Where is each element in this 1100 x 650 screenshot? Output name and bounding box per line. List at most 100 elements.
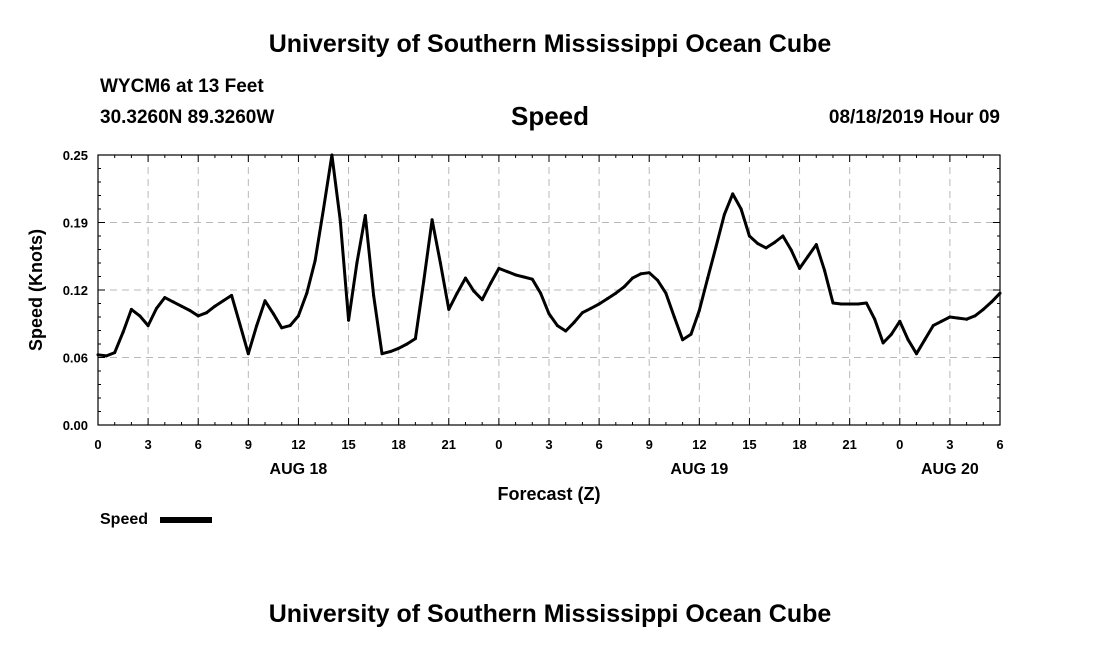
x-tick-label: 21 <box>442 437 456 452</box>
x-tick-label: 21 <box>842 437 856 452</box>
speed-data-point <box>706 276 710 280</box>
x-tick-label: 12 <box>692 437 706 452</box>
speed-data-point <box>597 302 601 306</box>
speed-data-point <box>631 276 634 280</box>
speed-data-point <box>104 354 108 358</box>
speed-data-point <box>530 277 534 281</box>
speed-data-point <box>539 291 543 295</box>
speed-data-point <box>923 338 927 342</box>
speed-data-point <box>480 298 484 302</box>
station-coordinates: 30.3260N 89.3260W <box>100 107 275 128</box>
speed-data-point <box>973 314 977 318</box>
speed-data-point <box>606 297 609 301</box>
speed-data-point <box>773 241 776 244</box>
speed-data-point <box>514 273 518 277</box>
speed-data-point <box>839 302 843 306</box>
x-tick-label: 9 <box>245 437 252 452</box>
speed-data-point <box>146 324 150 328</box>
x-tick-label: 3 <box>946 437 953 452</box>
speed-data-point <box>614 291 618 295</box>
speed-data-point <box>764 246 768 250</box>
speed-data-point <box>781 234 785 238</box>
speed-data-point <box>296 314 300 318</box>
x-tick-label: 15 <box>742 437 756 452</box>
speed-data-point <box>121 330 125 334</box>
speed-data-point <box>405 342 409 346</box>
speed-data-point <box>196 314 200 318</box>
x-tick-label: 6 <box>996 437 1003 452</box>
speed-data-point <box>338 218 342 222</box>
speed-data-point <box>221 299 225 303</box>
speed-data-point <box>522 275 526 279</box>
speed-data-point <box>898 319 902 323</box>
speed-data-point <box>881 341 885 345</box>
speed-data-point <box>948 315 952 319</box>
speed-data-point <box>455 291 459 295</box>
variable-title: Speed <box>510 101 590 131</box>
speed-data-point <box>96 353 100 357</box>
speed-data-point <box>372 293 376 297</box>
speed-data-point <box>138 314 142 318</box>
speed-data-point <box>380 352 384 356</box>
speed-data-point <box>322 207 325 211</box>
speed-data-point <box>213 304 217 308</box>
speed-data-point <box>647 271 651 275</box>
speed-data-point <box>171 300 175 304</box>
speed-data-point <box>163 296 167 300</box>
chart-title: University of Southern Mississippi Ocean… <box>268 30 832 58</box>
speed-data-point <box>931 324 935 328</box>
speed-data-point <box>188 309 192 312</box>
y-tick-label: 0.19 <box>63 216 88 231</box>
speed-data-point <box>589 306 593 310</box>
y-axis-labels: 0.00 0.06 0.12 0.19 0.25 <box>63 148 88 433</box>
x-tick-label: 12 <box>291 437 305 452</box>
speed-data-point <box>756 242 760 246</box>
speed-data-point <box>489 282 492 285</box>
x-tick-label: 15 <box>341 437 355 452</box>
speed-data-point <box>255 324 259 328</box>
speed-data-point <box>447 307 451 311</box>
speed-data-point <box>246 352 250 356</box>
speed-data-point <box>205 311 209 315</box>
x-tick-label: 18 <box>391 437 405 452</box>
speed-data-point <box>263 299 267 303</box>
speed-data-point <box>697 309 701 312</box>
speed-data-point <box>965 317 969 321</box>
speed-data-point <box>814 243 818 247</box>
speed-data-point <box>806 255 810 258</box>
speed-data-point <box>388 350 392 354</box>
y-tick-label: 0.00 <box>63 418 88 433</box>
x-tick-label: 6 <box>195 437 202 452</box>
speed-data-point <box>355 261 359 265</box>
speed-data-point <box>681 338 685 342</box>
legend-label: Speed <box>100 511 148 528</box>
speed-data-point <box>714 245 718 249</box>
station-label: WYCM6 at 13 Feet <box>100 76 264 97</box>
y-tick-label: 0.12 <box>63 283 88 298</box>
date-labels: AUG 18 AUG 19 AUG 20 <box>270 461 979 478</box>
speed-data-point <box>856 302 860 306</box>
speed-data-points <box>96 153 1002 358</box>
speed-data-point <box>940 319 943 323</box>
speed-data-point <box>347 318 351 322</box>
speed-data-point <box>238 323 242 327</box>
speed-data-point <box>288 324 292 328</box>
plot-frame <box>97 154 1001 426</box>
x-tick-label: 9 <box>646 437 653 452</box>
speed-data-point <box>689 332 693 336</box>
speed-data-point <box>889 332 893 336</box>
grid-lines <box>98 155 1000 425</box>
speed-data-point <box>572 320 576 324</box>
speed-data-point <box>656 278 660 282</box>
date-label: AUG 18 <box>270 461 328 478</box>
speed-data-point <box>330 153 334 157</box>
x-axis-labels: 0 3 6 9 12 15 18 21 0 3 6 9 12 15 18 21 0 3 6 <box>94 437 1003 452</box>
speed-data-point <box>848 302 852 306</box>
speed-data-point <box>505 270 509 274</box>
x-tick-label: 6 <box>595 437 602 452</box>
speed-data-point <box>672 315 676 319</box>
speed-data-point <box>271 312 275 316</box>
x-tick-label: 18 <box>792 437 806 452</box>
x-tick-label: 3 <box>545 437 552 452</box>
